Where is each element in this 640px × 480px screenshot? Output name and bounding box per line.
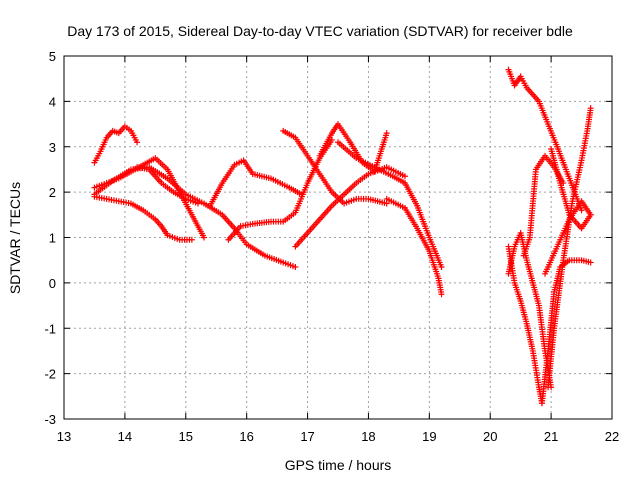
data-point [578,207,585,214]
y-tick-label: 5 [49,49,56,64]
series-track-b [91,123,141,166]
data-point [438,263,445,270]
data-point [201,234,208,241]
y-tick-labels: -3 -2 -1 0 1 2 3 4 5 [44,49,56,427]
data-point [292,263,299,270]
y-tick-label: 2 [49,185,56,200]
series-track-k [335,139,445,270]
series-track-r [545,105,594,391]
y-tick-label: -3 [44,412,56,427]
data-points [91,66,594,407]
data-point [188,236,195,243]
chart-title: Day 173 of 2015, Sidereal Day-to-day VTE… [67,23,573,39]
x-tick-label: 13 [57,429,71,444]
x-tick-label: 16 [239,429,253,444]
x-tick-label: 18 [361,429,375,444]
data-point [194,200,201,207]
series-track-l [383,195,445,298]
series-track-g [225,136,335,243]
y-tick-label: -2 [44,367,56,382]
series-track-a [91,193,195,243]
series-track-s [548,146,594,232]
x-tick-labels: 13 14 15 16 17 18 19 20 21 22 [57,429,619,444]
y-tick-label: 0 [49,276,56,291]
data-point [401,173,408,180]
x-tick-label: 21 [544,429,558,444]
series-track-t [542,198,594,277]
y-tick-label: -1 [44,321,56,336]
series-track-j [316,121,390,175]
data-point [383,130,390,137]
x-tick-label: 19 [422,429,436,444]
data-point [587,259,594,266]
x-tick-label: 15 [179,429,193,444]
grid-lines [64,56,612,419]
x-tick-label: 20 [483,429,497,444]
data-point [438,291,445,298]
data-point [587,211,594,218]
series-track-p [538,257,594,407]
data-point [134,139,141,146]
data-point [587,105,594,112]
x-tick-label: 22 [605,429,619,444]
series-track-i [292,164,408,250]
y-tick-label: 4 [49,94,56,109]
x-axis-label: GPS time / hours [285,457,392,473]
series-track-q [520,152,567,259]
y-axis-label: SDTVAR / TECUs [7,182,23,294]
x-tick-label: 17 [300,429,314,444]
y-tick-label: 3 [49,140,56,155]
series-track-e [134,164,201,207]
series-track-f [207,157,305,209]
x-tick-label: 14 [118,429,132,444]
axis-ticks [63,55,613,420]
y-tick-label: 1 [49,231,56,246]
